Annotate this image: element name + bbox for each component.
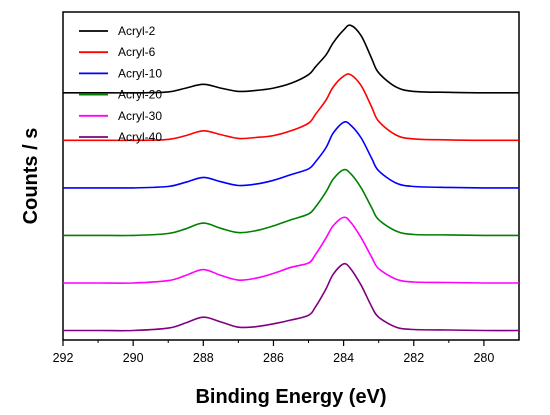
legend-label: Acryl-40 [118,130,162,144]
x-tick-label: 286 [263,351,284,365]
series-layer [62,24,520,332]
x-tick-label: 288 [193,351,214,365]
x-axis-ticks: 292 290 288 286 284 282 280 [53,340,494,365]
x-tick-label: 280 [473,351,494,365]
series-line-acryl-10 [63,120,520,189]
legend-label: Acryl-20 [118,88,162,102]
x-tick-label: 282 [403,351,424,365]
y-axis-title: Counts / s [20,128,42,225]
legend: Acryl-2 Acryl-6 Acryl-10 Acryl-20 Acryl-30 Ac… [79,24,162,144]
legend-label: Acryl-2 [118,24,156,38]
series-line-acryl-30 [62,216,519,284]
x-axis-title: Binding Energy (eV) [195,386,386,408]
plot-frame [62,11,520,341]
x-tick-label: 290 [123,351,144,365]
series-line-acryl-40 [63,262,520,332]
series-line-acryl-20 [63,168,520,237]
series-line-acryl-2 [63,24,520,94]
legend-label: Acryl-10 [118,66,162,80]
series-line-acryl-6 [62,73,520,142]
legend-label: Acryl-30 [118,109,162,123]
x-tick-label: 292 [53,351,74,365]
legend-label: Acryl-6 [118,45,156,59]
x-tick-label: 284 [333,351,354,365]
